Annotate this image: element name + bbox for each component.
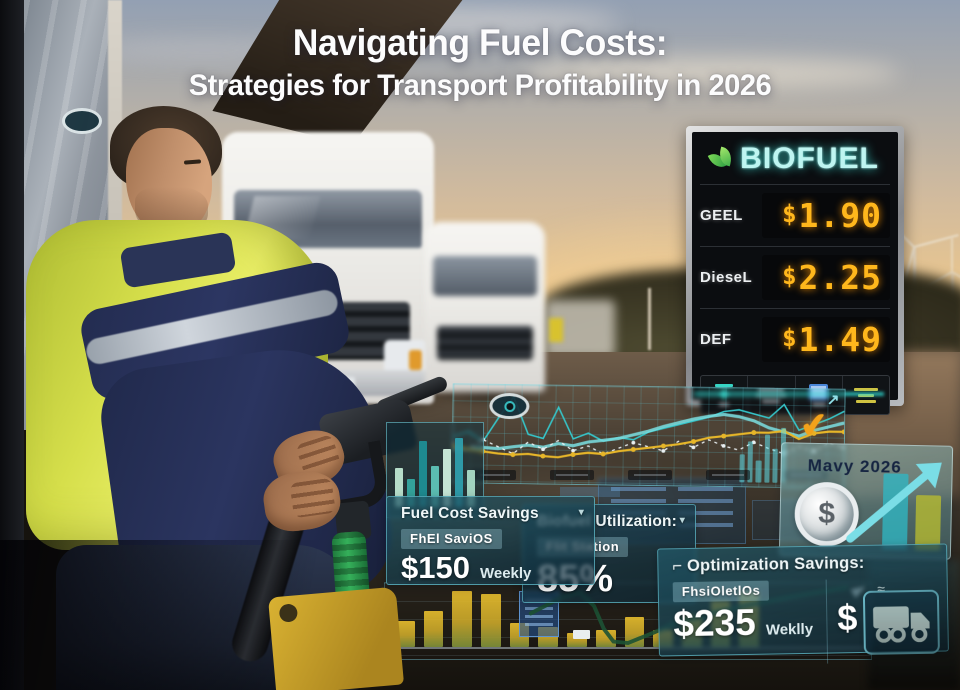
price-row: DEF $1.49 xyxy=(700,308,890,370)
bar xyxy=(407,478,415,507)
price-row: GEEL $1.90 xyxy=(700,184,890,246)
bar xyxy=(431,465,439,507)
fuel-type-label: DEF xyxy=(700,331,732,348)
chevron-down-icon: ▾ xyxy=(679,515,685,526)
truck-second xyxy=(425,222,545,392)
card-unit: Weekly xyxy=(479,565,532,582)
worker-eye xyxy=(62,108,102,134)
title-line-2: Strategies for Transport Profitability i… xyxy=(188,69,772,102)
trend-arrow-icon: ↗ xyxy=(826,391,840,409)
card-value: $150 xyxy=(401,550,470,585)
bar xyxy=(443,448,451,507)
sign-header: BIOFUEL xyxy=(700,134,890,184)
card-title: Fuel Cost Savings xyxy=(401,505,539,522)
card-unit: Weklly xyxy=(765,620,814,639)
fuel-price-sign: BIOFUEL GEEL $1.90 DieseL $2.25 DEF $1.4… xyxy=(686,126,904,415)
checkmark-icon: ✔ xyxy=(798,405,830,445)
card-title: ⌐ Optimization Savings: xyxy=(672,553,865,576)
fuel-type-label: GEEL xyxy=(700,207,743,224)
fuel-type-label: DieseL xyxy=(700,269,753,286)
chart-axis-line xyxy=(391,647,865,649)
bar xyxy=(395,468,403,507)
hud-chip-row xyxy=(560,487,620,497)
card-chip: FhsiOletlOs xyxy=(672,580,770,603)
pump-equipment xyxy=(267,586,405,690)
chart-value-chip xyxy=(573,630,590,639)
bar xyxy=(595,629,616,647)
leaf-icon xyxy=(707,146,735,172)
fuel-price-display: $2.25 xyxy=(762,255,890,300)
price-row: DieseL $2.25 xyxy=(700,246,890,308)
title-line-1: Navigating Fuel Costs: xyxy=(292,22,668,63)
bar xyxy=(452,590,473,647)
truck-windshield xyxy=(433,256,537,296)
truck-cab xyxy=(425,222,545,392)
growth-arrow-icon xyxy=(846,462,942,543)
hud-date-panel: Mavy 2026 $ xyxy=(778,442,954,560)
bar xyxy=(481,593,501,647)
bar xyxy=(455,438,463,507)
dollar-icon: $ xyxy=(836,597,858,639)
fuel-price-display: $1.49 xyxy=(762,317,890,362)
small-yellow-sign xyxy=(549,318,563,342)
ground-reflection xyxy=(868,560,960,690)
poster-title: Navigating Fuel Costs: Strategies for Tr… xyxy=(0,22,960,103)
bar xyxy=(467,469,475,507)
light-pole xyxy=(648,288,651,350)
card-value: $235 xyxy=(673,601,757,645)
card-chip: FhEl SaviOS xyxy=(401,529,502,549)
sign-display: BIOFUEL GEEL $1.90 DieseL $2.25 DEF $1.4… xyxy=(692,132,898,415)
cloud xyxy=(520,58,900,88)
bar xyxy=(419,441,427,507)
pump-cap xyxy=(278,603,299,623)
chevron-down-icon: ▾ xyxy=(578,507,584,518)
truck-grille xyxy=(437,326,533,360)
sign-brand: BIOFUEL xyxy=(740,142,879,175)
chart-tick-labels xyxy=(472,470,828,481)
eye-icon xyxy=(489,392,530,420)
bar xyxy=(423,611,444,647)
fuel-price-display: $1.90 xyxy=(762,193,890,238)
corner-mark-icon: ⌐ xyxy=(672,557,683,576)
card-fuel-cost-savings: Fuel Cost Savings ▾ FhEl SaviOS $150 Weekl… xyxy=(386,496,595,585)
